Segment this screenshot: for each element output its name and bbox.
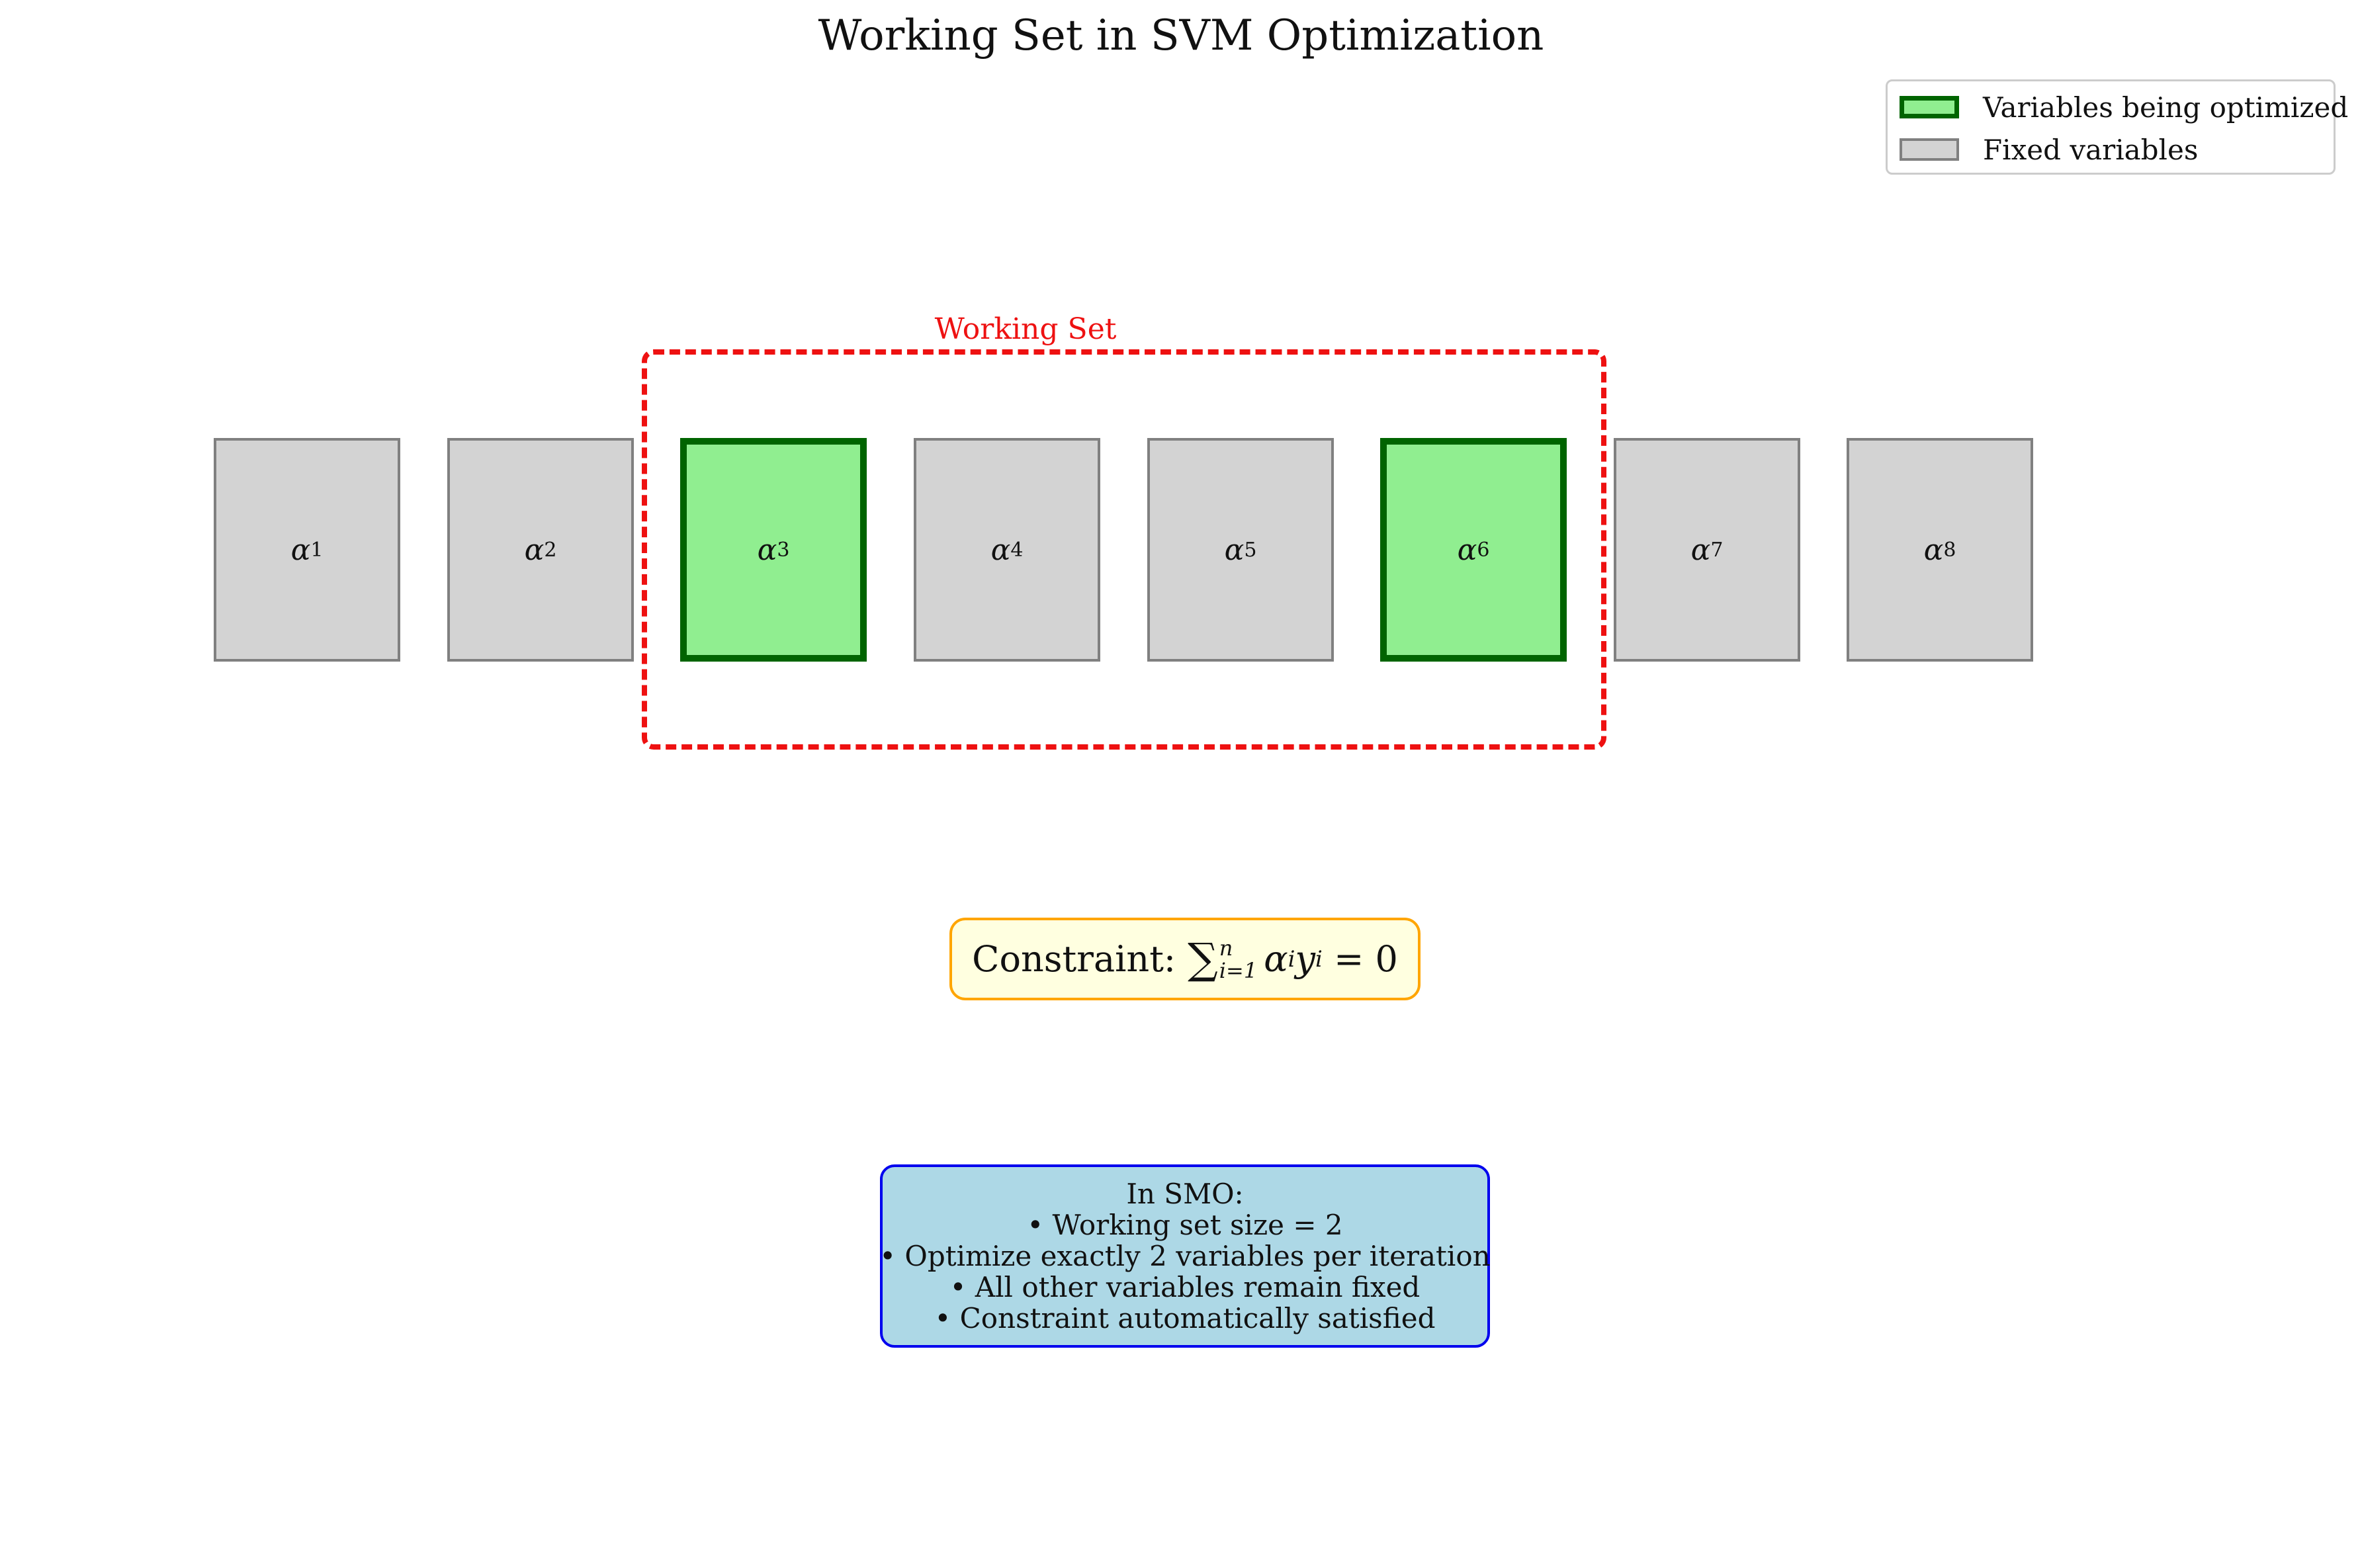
formula-y-subscript: i	[1315, 945, 1323, 973]
working-set-outline	[642, 349, 1606, 750]
working-set-label: Working Set	[934, 312, 1117, 346]
variable-symbol: α	[1224, 533, 1245, 567]
diagram-title: Working Set in SVM Optimization	[818, 11, 1544, 60]
variable-symbol: α	[757, 533, 777, 567]
variable-symbol: α	[524, 533, 545, 567]
smo-info-box: In SMO: • Working set size = 2 • Optimiz…	[879, 1164, 1491, 1348]
info-line: • All other variables remain fixed	[949, 1271, 1421, 1303]
variable-index: 7	[1710, 538, 1724, 562]
info-line: • Constraint automatically satisfied	[934, 1302, 1436, 1334]
legend-item-optimized: Variables being optimized	[1900, 91, 2348, 124]
variable-index: 4	[1010, 538, 1024, 562]
info-heading: In SMO:	[1126, 1178, 1244, 1210]
variable-index: 1	[310, 538, 324, 562]
summation-symbol: ∑	[1188, 934, 1218, 984]
formula-y: y	[1295, 938, 1316, 980]
variable-symbol: α	[1457, 533, 1477, 567]
variable-index: 6	[1477, 538, 1490, 562]
formula-rhs: = 0	[1322, 938, 1398, 980]
legend: Variables being optimized Fixed variable…	[1886, 79, 2348, 175]
legend-label-fixed: Fixed variables	[1983, 133, 2199, 166]
formula-alpha: α	[1264, 938, 1288, 980]
variable-index: 2	[544, 538, 557, 562]
variable-symbol: α	[990, 533, 1011, 567]
info-line: • Working set size = 2	[1027, 1209, 1343, 1241]
variable-index: 3	[777, 538, 790, 562]
variable-index: 5	[1244, 538, 1257, 562]
info-line: • Optimize exactly 2 variables per itera…	[879, 1240, 1491, 1272]
legend-swatch-fixed	[1900, 138, 1959, 161]
variable-index: 8	[1943, 538, 1956, 562]
variable-symbol: α	[1690, 533, 1711, 567]
variable-symbol: α	[1923, 533, 1944, 567]
summation-limits: n i=1	[1219, 937, 1257, 982]
legend-item-fixed: Fixed variables	[1900, 133, 2198, 166]
summation-lower-limit: i=1	[1219, 957, 1258, 983]
legend-swatch-optimized	[1900, 96, 1959, 118]
formula-alpha-subscript: i	[1288, 945, 1295, 973]
legend-label-optimized: Variables being optimized	[1983, 91, 2349, 124]
summation-upper-limit: n	[1219, 935, 1233, 961]
variable-symbol: α	[290, 533, 311, 567]
constraint-prefix: Constraint:	[972, 938, 1176, 980]
